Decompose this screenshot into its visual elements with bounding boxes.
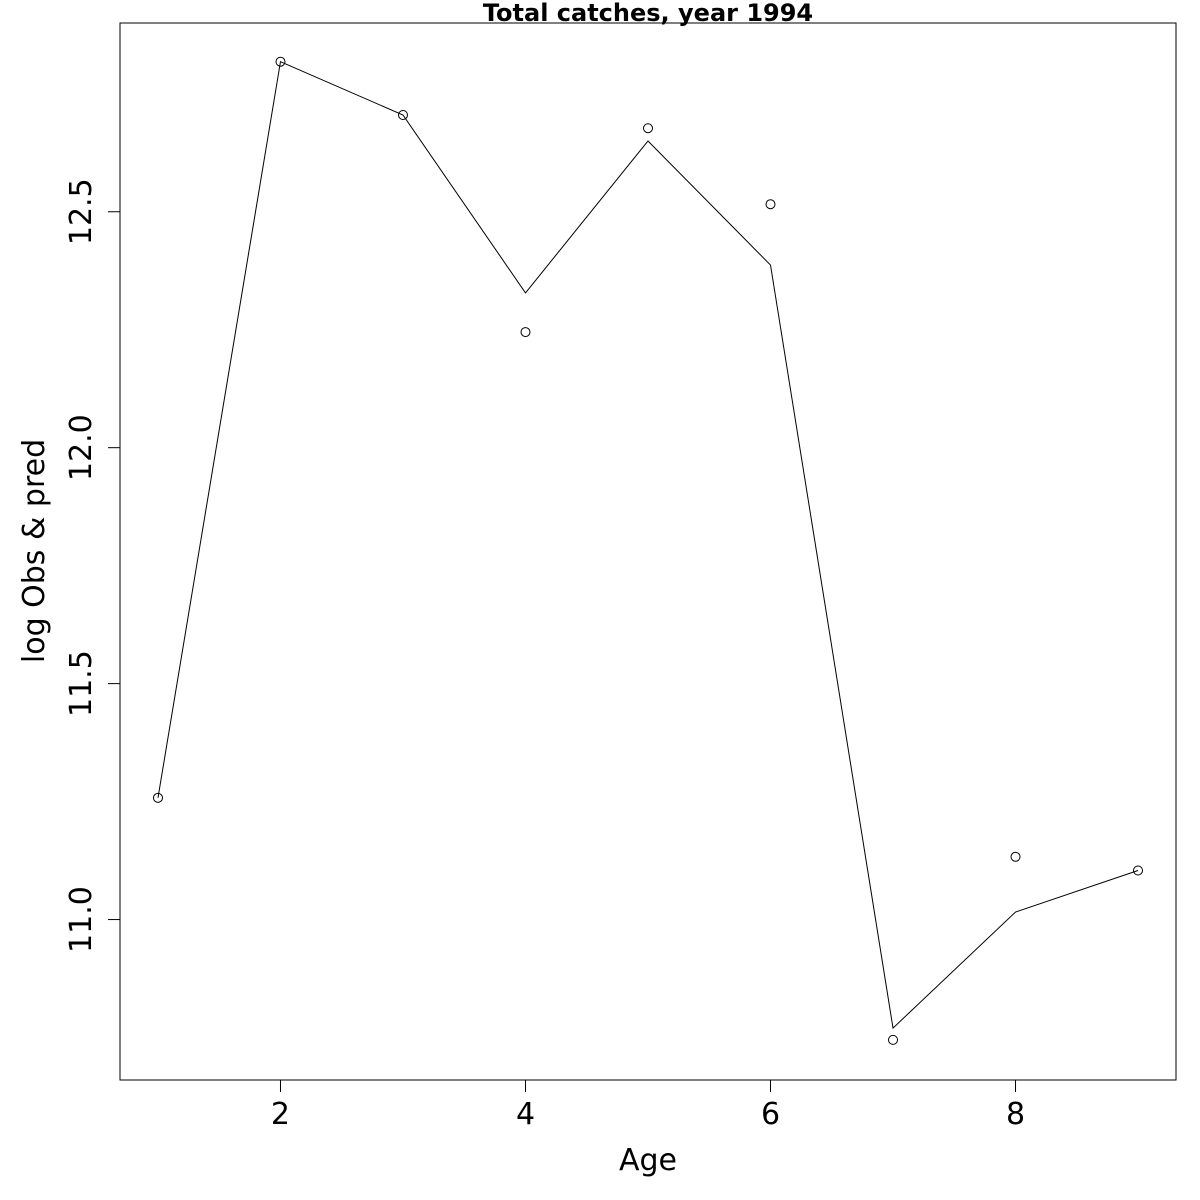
x-axis-label: Age [619, 1143, 677, 1178]
y-tick-label: 12.0 [64, 414, 99, 481]
observed-point [1010, 851, 1021, 862]
observed-point [1133, 865, 1144, 876]
x-tick-label: 6 [761, 1097, 780, 1132]
x-axis: 2 4 6 8 [271, 1079, 1025, 1132]
x-tick-label: 4 [516, 1097, 535, 1132]
observed-point [275, 56, 286, 67]
observed-point [643, 123, 653, 134]
observed-point [520, 327, 531, 338]
y-tick-label: 11.5 [64, 650, 99, 717]
observed-point [152, 792, 163, 803]
observed-series [152, 56, 1144, 1045]
x-tick-label: 2 [271, 1097, 290, 1132]
observed-point [397, 110, 408, 121]
x-tick-label: 8 [1006, 1097, 1025, 1132]
y-tick-label: 11.0 [64, 886, 99, 953]
y-axis: 11.0 11.5 12.0 12.5 [64, 178, 121, 953]
y-tick-label: 12.5 [64, 178, 99, 245]
observed-point [765, 199, 776, 210]
observed-point [888, 1034, 899, 1045]
predicted-line [157, 60, 1139, 1030]
y-axis-label: log Obs & pred [17, 439, 52, 663]
predicted-series [157, 60, 1139, 1030]
